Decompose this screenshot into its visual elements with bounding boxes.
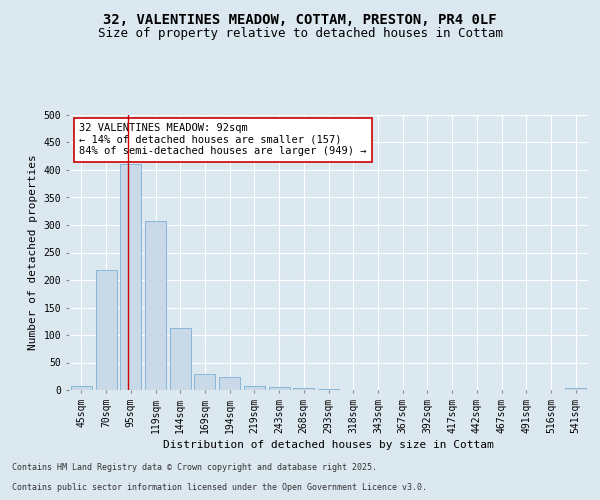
Bar — [145, 220, 166, 390]
Bar — [219, 377, 240, 390]
Bar — [244, 386, 265, 390]
Bar — [293, 388, 314, 390]
Text: Contains public sector information licensed under the Open Government Licence v3: Contains public sector information licen… — [12, 484, 427, 492]
Text: Contains HM Land Registry data © Crown copyright and database right 2025.: Contains HM Land Registry data © Crown c… — [12, 464, 377, 472]
Bar — [194, 374, 215, 390]
Bar — [170, 328, 191, 390]
Text: 32, VALENTINES MEADOW, COTTAM, PRESTON, PR4 0LF: 32, VALENTINES MEADOW, COTTAM, PRESTON, … — [103, 12, 497, 26]
Text: Size of property relative to detached houses in Cottam: Size of property relative to detached ho… — [97, 28, 503, 40]
Bar — [269, 386, 290, 390]
Bar — [71, 386, 92, 390]
Text: 32 VALENTINES MEADOW: 92sqm
← 14% of detached houses are smaller (157)
84% of se: 32 VALENTINES MEADOW: 92sqm ← 14% of det… — [79, 123, 367, 156]
Bar — [120, 164, 141, 390]
Bar — [95, 270, 116, 390]
Y-axis label: Number of detached properties: Number of detached properties — [28, 154, 38, 350]
X-axis label: Distribution of detached houses by size in Cottam: Distribution of detached houses by size … — [163, 440, 494, 450]
Bar — [565, 388, 586, 390]
